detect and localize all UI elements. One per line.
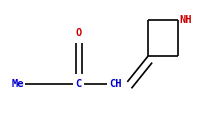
Text: CH: CH <box>109 79 122 89</box>
Text: C: C <box>75 79 81 89</box>
Text: O: O <box>75 28 81 38</box>
Text: Me: Me <box>11 79 24 89</box>
Text: NH: NH <box>178 15 191 25</box>
